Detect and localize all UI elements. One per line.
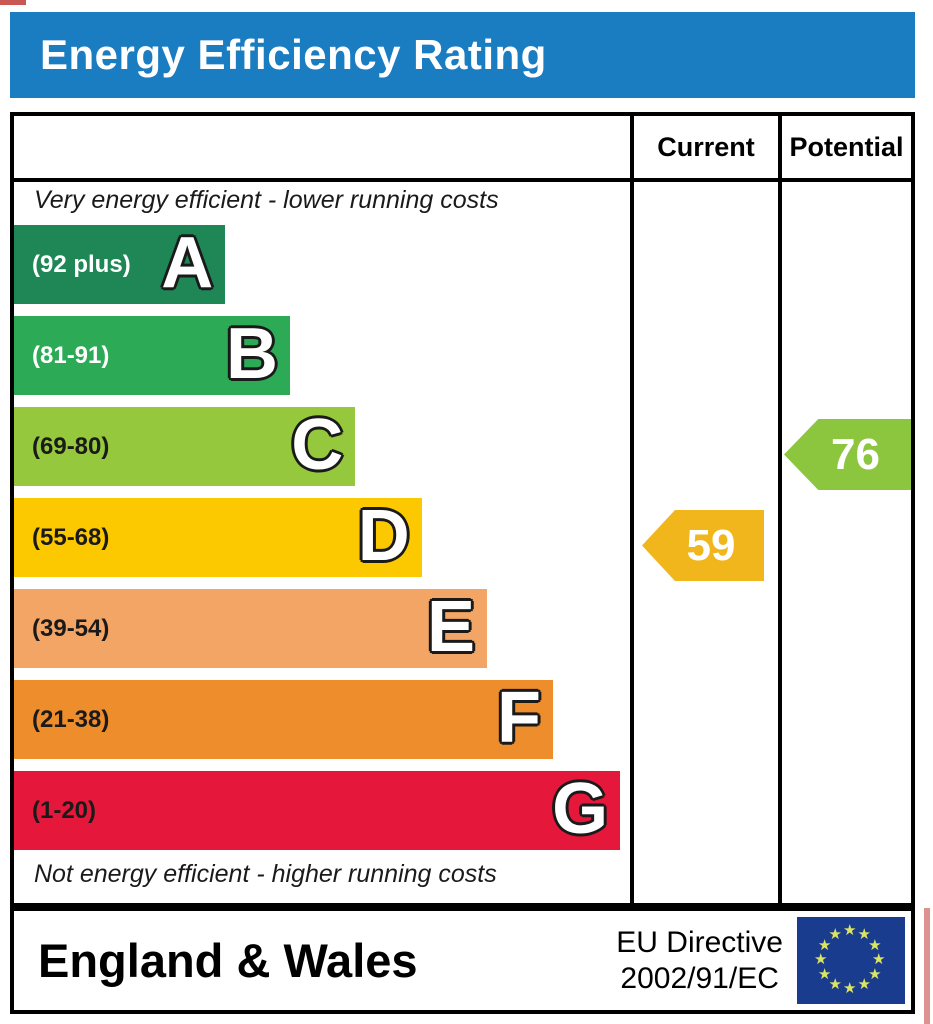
- band-bar: (69-80) C: [14, 405, 356, 486]
- eu-star-icon: ★: [857, 976, 871, 994]
- bottom-note: Not energy efficient - higher running co…: [34, 860, 497, 888]
- header-row-divider: [14, 178, 911, 182]
- band-row-e: (39-54) E: [14, 589, 630, 668]
- band-bar: (55-68) D: [14, 498, 422, 577]
- eu-star-icon: ★: [843, 980, 857, 997]
- band-range-label: (39-54): [32, 615, 110, 642]
- band-range-label: (1-20): [32, 797, 97, 824]
- band-letter: E: [427, 587, 476, 667]
- band-row-a: (92 plus) A: [14, 225, 630, 304]
- band-bar: (92 plus) A: [14, 223, 226, 304]
- eu-star-icon: ★: [817, 936, 832, 954]
- band-row-d: (55-68) D: [14, 498, 630, 577]
- band-row-g: (1-20) G: [14, 771, 630, 850]
- band-bar: (1-20) G: [14, 769, 621, 850]
- eu-directive-line2: 2002/91/EC: [620, 961, 779, 995]
- band-letter: A: [161, 223, 214, 303]
- band-row-f: (21-38) F: [14, 680, 630, 759]
- band-bar: (21-38) F: [14, 680, 553, 759]
- eu-star-icon: ★: [868, 936, 882, 954]
- eu-star-icon: ★: [868, 965, 882, 983]
- column-header-current: Current: [657, 132, 755, 162]
- band-row-c: (69-80) C: [14, 407, 630, 486]
- eu-star-icon: ★: [828, 976, 842, 994]
- eu-star-icon: ★: [857, 925, 871, 943]
- band-row-b: (81-91) B: [14, 316, 630, 395]
- chart-title-bar: Energy Efficiency Rating: [10, 12, 915, 98]
- eu-flag-icon: ★ ★ ★ ★ ★ ★ ★ ★ ★ ★ ★ ★: [797, 917, 905, 1004]
- current-rating-arrow: 59: [642, 510, 764, 581]
- band-range-label: (92 plus): [32, 251, 131, 278]
- band-range-label: (21-38): [32, 706, 110, 733]
- band-range-label: (55-68): [32, 524, 110, 551]
- eu-star-icon: ★: [872, 951, 886, 968]
- potential-rating-arrow: 76: [784, 419, 911, 490]
- band-letter: C: [291, 405, 344, 485]
- scan-artifact: [924, 908, 930, 1024]
- eu-star-icon: ★: [843, 922, 857, 939]
- rating-table: Current Potential Very energy efficient …: [10, 112, 915, 907]
- band-bar: (81-91) B: [14, 316, 290, 395]
- column-header-potential: Potential: [789, 132, 904, 162]
- band-letter: G: [552, 769, 609, 849]
- band-letter: B: [225, 314, 278, 394]
- band-bar: (39-54) E: [14, 587, 488, 668]
- potential-value: 76: [831, 430, 880, 479]
- footer-bar: England & Wales EU Directive 2002/91/EC …: [10, 907, 915, 1014]
- column-divider: [778, 116, 782, 903]
- eu-directive-label: EU Directive 2002/91/EC: [616, 911, 783, 1010]
- band-range-label: (81-91): [32, 342, 110, 369]
- eu-directive-line1: EU Directive: [616, 925, 783, 959]
- eu-star-icon: ★: [814, 951, 828, 968]
- eu-star-icon: ★: [817, 965, 832, 983]
- scan-artifact: [0, 0, 26, 5]
- band-letter: D: [357, 496, 410, 576]
- top-note: Very energy efficient - lower running co…: [34, 186, 499, 214]
- eu-star-icon: ★: [828, 925, 842, 943]
- current-value: 59: [686, 521, 736, 570]
- band-letter: F: [497, 678, 541, 758]
- region-label: England & Wales: [38, 934, 418, 987]
- page-title: Energy Efficiency Rating: [40, 31, 547, 78]
- band-range-label: (69-80): [32, 433, 110, 460]
- column-divider: [630, 116, 634, 903]
